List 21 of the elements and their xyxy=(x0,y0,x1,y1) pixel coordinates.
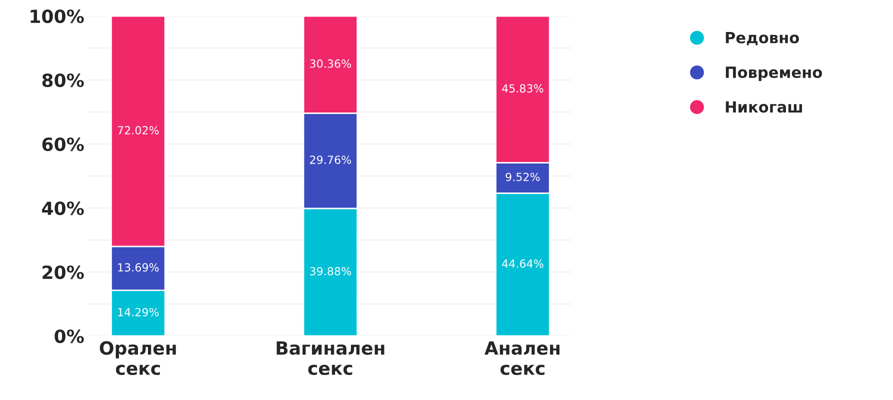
y-tick-label: 100% xyxy=(30,9,84,24)
x-tick-label: Анален секс xyxy=(484,341,560,376)
data-label: 13.69% xyxy=(118,263,159,272)
legend-label: Повремено xyxy=(726,66,822,81)
data-label: 45.83% xyxy=(502,84,544,93)
data-label: 39.88% xyxy=(310,267,351,276)
legend-label: Никогаш xyxy=(726,101,802,113)
data-label: 9.52% xyxy=(506,172,540,182)
legend-label: Редовно xyxy=(726,32,799,46)
y-tick-label: 80% xyxy=(42,73,84,88)
x-tick-label: Орален секс xyxy=(100,341,176,376)
x-tick-label: Вагинален секс xyxy=(276,341,384,376)
data-label: 44.64% xyxy=(502,259,544,268)
data-label: 72.02% xyxy=(118,126,159,134)
y-tick-label: 0% xyxy=(54,329,84,344)
data-label: 14.29% xyxy=(118,308,159,316)
y-tick-label: 40% xyxy=(42,201,84,216)
y-tick-label: 60% xyxy=(42,137,84,152)
y-tick-label: 20% xyxy=(42,265,84,280)
data-label: 29.76% xyxy=(310,156,351,164)
data-label: 30.36% xyxy=(310,59,351,68)
